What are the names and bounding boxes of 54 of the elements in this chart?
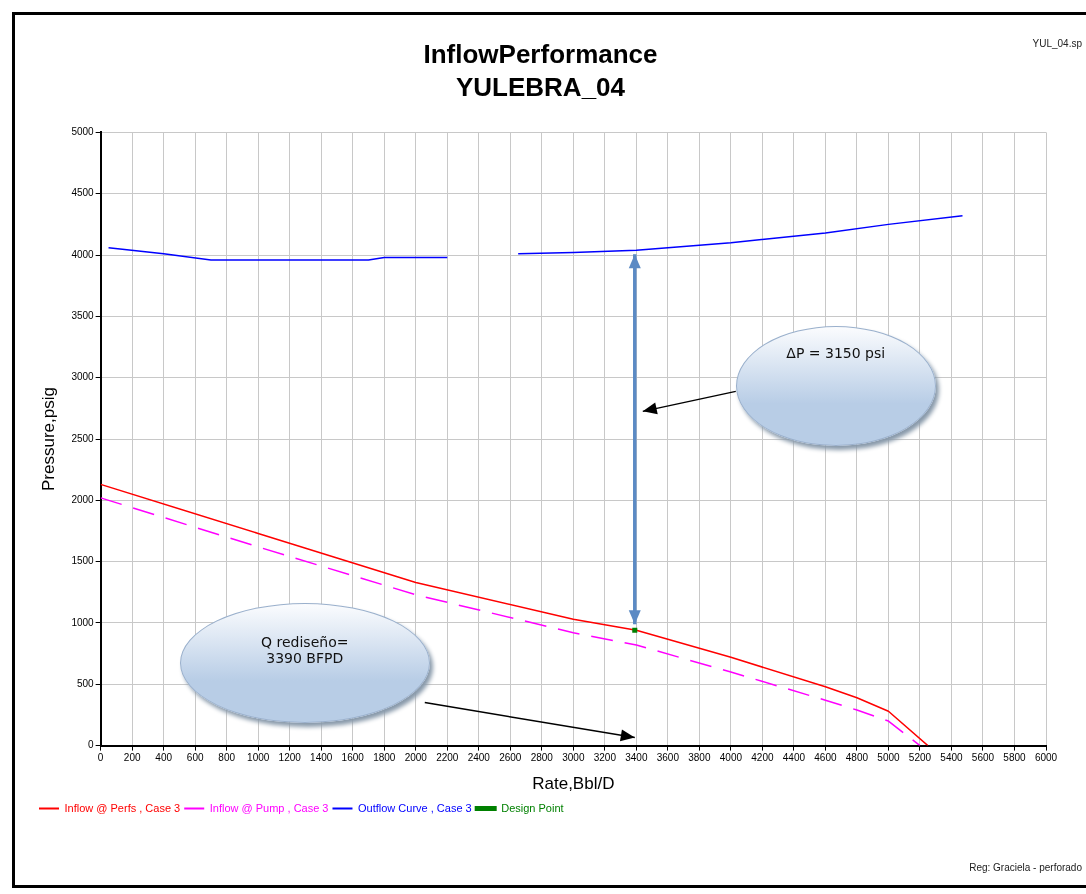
chart-subtitle: YULEBRA_04 [455, 71, 626, 102]
y-tick-label: 4000 [71, 248, 95, 260]
x-tick-label: 5800 [1003, 752, 1027, 764]
legend-label: Design Point [501, 801, 564, 814]
legend-label: Inflow @ Perfs , Case 3 [64, 801, 181, 814]
x-tick-label: 4800 [845, 752, 869, 764]
text: Reg: Graciela - perforado [969, 862, 1082, 873]
x-tick-label: 2400 [467, 752, 491, 764]
chart-title: InflowPerformance [423, 38, 658, 69]
x-tick-label: 3400 [625, 752, 648, 764]
x-tick-label: 800 [218, 752, 236, 764]
x-tick-label: 600 [186, 752, 204, 764]
x-tick-label: 2600 [499, 752, 522, 764]
x-tick-label: 5400 [940, 752, 964, 764]
y-tick-label: 1500 [71, 555, 95, 567]
x-tick-label: 6000 [1034, 752, 1058, 764]
x-tick-label: 3000 [562, 752, 585, 764]
x-tick-label: 5600 [971, 752, 995, 764]
y-tick-label: 2000 [71, 494, 95, 506]
x-tick-label: 1600 [341, 752, 365, 764]
legend-label: Outflow Curve , Case 3 [357, 801, 472, 814]
x-tick-label: 5200 [908, 752, 932, 764]
callout-bubble: Q rediseño= 3390 BFPD [179, 602, 430, 723]
text: YUL_04.sp [1032, 38, 1082, 49]
x-tick-label: 1400 [310, 752, 333, 764]
x-tick-label: 1000 [247, 752, 270, 764]
x-tick-label: 1200 [278, 752, 302, 764]
x-tick-label: 400 [155, 752, 173, 764]
x-tick-label: 3600 [656, 752, 680, 764]
y-tick-label: 2500 [71, 432, 95, 444]
x-tick-label: 3200 [593, 752, 617, 764]
x-tick-label: 4400 [782, 752, 806, 764]
x-tick-label: 3800 [688, 752, 711, 764]
y-tick-label: 5000 [71, 126, 95, 138]
x-tick-label: 5000 [877, 752, 900, 764]
y-tick-label: 4500 [71, 187, 95, 199]
x-tick-label: 2000 [404, 752, 428, 764]
y-tick-label: 3000 [71, 371, 95, 383]
x-tick-label: 200 [123, 752, 141, 764]
legend-label: Inflow @ Pump , Case 3 [209, 801, 329, 814]
x-tick-label: 0 [97, 752, 104, 764]
y-tick-label: 500 [76, 678, 95, 690]
y-tick-label: 3500 [71, 310, 95, 322]
x-axis-title: Rate,Bbl/D [532, 774, 615, 794]
y-tick-label: 1000 [71, 616, 95, 628]
x-tick-label: 4200 [751, 752, 774, 764]
y-tick-label: 0 [88, 739, 95, 751]
x-tick-label: 4600 [814, 752, 837, 764]
y-axis-title: Pressure,psig [38, 387, 58, 491]
callout-bubble: ΔP = 3150 psi [735, 326, 936, 447]
x-tick-label: 2800 [530, 752, 554, 764]
x-tick-label: 1800 [373, 752, 396, 764]
x-tick-label: 2200 [436, 752, 459, 764]
x-tick-label: 4000 [719, 752, 743, 764]
